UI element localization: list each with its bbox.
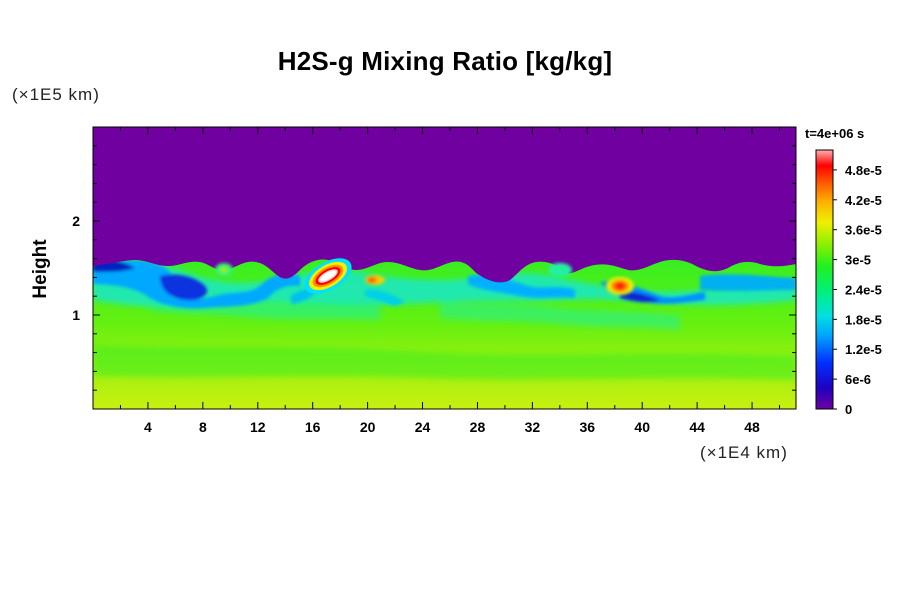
- colorbar-label: 1.2e-5: [845, 342, 882, 357]
- x-tick-label: 36: [580, 419, 596, 435]
- chart-title: H2S-g Mixing Ratio [kg/kg]: [277, 46, 613, 76]
- colorbar: 0 6e-6 1.2e-5 1.8e-5 2.4e-5 3e-5 3.6e-5 4.2e-5 4…: [815, 149, 882, 417]
- y-tick-label: 1: [72, 307, 80, 323]
- colorbar-labels: 0 6e-6 1.2e-5 1.8e-5 2.4e-5 3e-5 3.6e-5 4.2e-5 4…: [845, 163, 882, 417]
- y-tick-label: 2: [72, 213, 80, 229]
- y-scale-note: (×1E5 km): [12, 85, 100, 104]
- colorbar-label: 2.4e-5: [845, 282, 882, 297]
- colorbar-label: 3.6e-5: [845, 223, 882, 238]
- x-tick-label: 12: [250, 419, 266, 435]
- x-tick-label: 40: [634, 419, 650, 435]
- x-tick-label: 24: [415, 419, 431, 435]
- colorbar-label: 4.8e-5: [845, 163, 882, 178]
- x-tick-label: 8: [199, 419, 207, 435]
- heatmap-field: [93, 127, 796, 409]
- x-tick-label: 32: [525, 419, 541, 435]
- y-tick-marks: [93, 145, 796, 391]
- colorbar-label: 1.8e-5: [845, 312, 882, 327]
- x-tick-marks: [119, 127, 781, 409]
- colorbar-label: 0: [845, 402, 852, 417]
- colorbar-label: 4.2e-5: [845, 193, 882, 208]
- plot-frame: [92, 126, 797, 410]
- x-tick-label: 48: [744, 419, 760, 435]
- x-tick-labels: 4 8 12 16 20 24 28 32 36 40 44 48: [144, 419, 760, 435]
- colorbar-label: 6e-6: [845, 372, 871, 387]
- time-label: t=4e+06 s: [805, 126, 865, 141]
- x-tick-label: 28: [470, 419, 486, 435]
- x-tick-label: 20: [360, 419, 376, 435]
- colorbar-label: 3e-5: [845, 253, 871, 268]
- y-tick-labels: 12: [72, 213, 80, 323]
- x-scale-note: (×1E4 km): [700, 443, 788, 462]
- x-tick-label: 4: [144, 419, 152, 435]
- colorbar-gradient: [815, 149, 834, 410]
- x-tick-label: 16: [305, 419, 321, 435]
- x-tick-label: 44: [689, 419, 705, 435]
- colorbar-ticks: [833, 169, 837, 410]
